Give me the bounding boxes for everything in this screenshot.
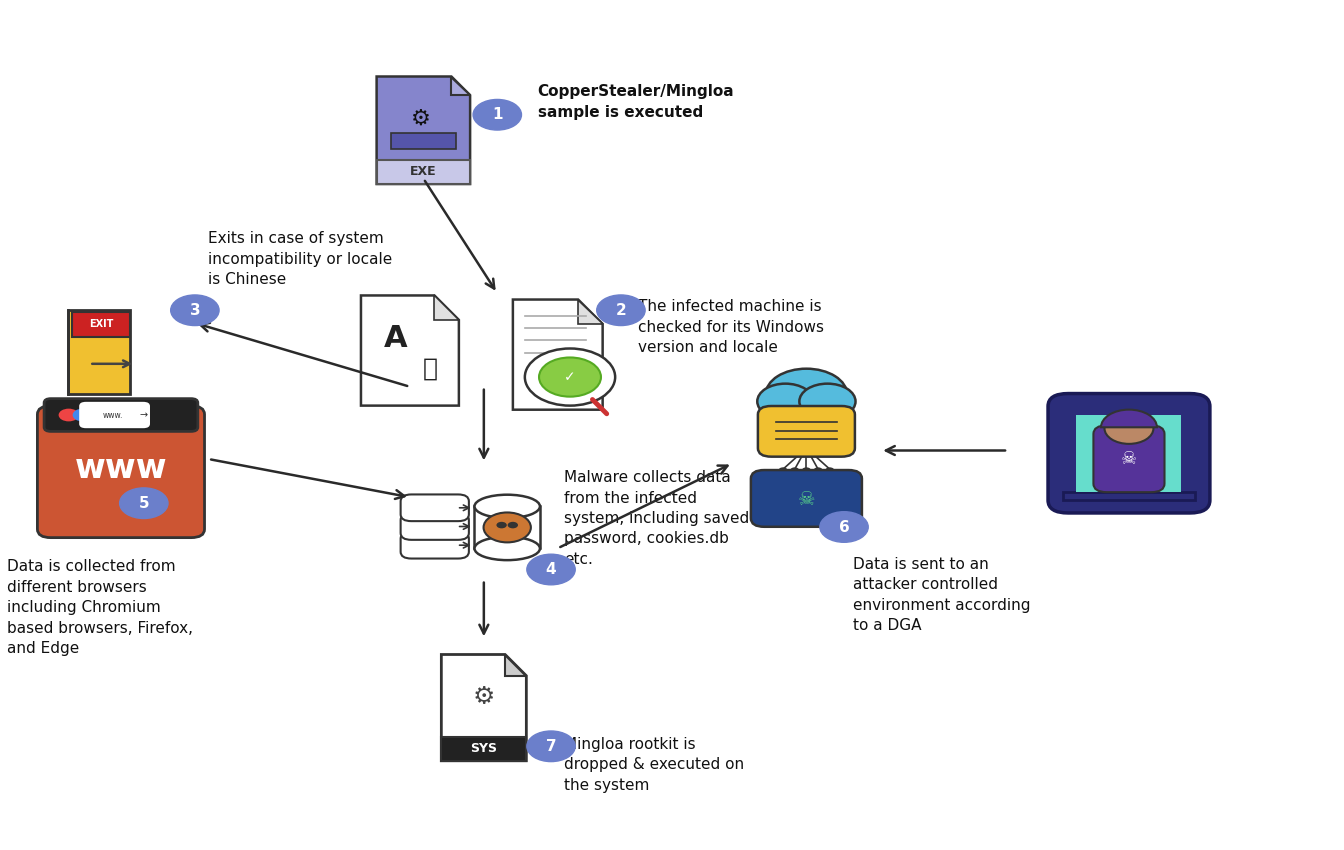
Text: Exits in case of system
incompatibility or locale
is Chinese: Exits in case of system incompatibility … xyxy=(208,231,392,287)
Wedge shape xyxy=(1101,410,1157,428)
Circle shape xyxy=(496,522,507,529)
Text: EXIT: EXIT xyxy=(89,320,113,330)
FancyBboxPatch shape xyxy=(1094,426,1164,492)
Text: 3: 3 xyxy=(190,303,200,318)
Circle shape xyxy=(825,468,835,473)
Polygon shape xyxy=(376,76,470,184)
Circle shape xyxy=(766,369,847,420)
FancyBboxPatch shape xyxy=(401,513,469,540)
Circle shape xyxy=(473,99,521,130)
Polygon shape xyxy=(505,654,527,676)
Polygon shape xyxy=(452,76,470,95)
FancyBboxPatch shape xyxy=(401,495,469,521)
Text: 文: 文 xyxy=(423,357,438,381)
FancyBboxPatch shape xyxy=(441,738,527,761)
Text: 7: 7 xyxy=(546,739,556,754)
Text: Malware collects data
from the infected
system, including saved
password, cookie: Malware collects data from the infected … xyxy=(564,470,750,567)
Circle shape xyxy=(597,295,645,326)
Text: Mingloa rootkit is
dropped & executed on
the system: Mingloa rootkit is dropped & executed on… xyxy=(564,737,745,793)
Circle shape xyxy=(171,295,219,326)
Circle shape xyxy=(527,731,575,762)
Polygon shape xyxy=(513,299,602,410)
Circle shape xyxy=(527,554,575,585)
Text: →: → xyxy=(140,410,148,420)
Text: SYS: SYS xyxy=(470,742,497,756)
Text: The infected machine is
checked for its Windows
version and locale: The infected machine is checked for its … xyxy=(638,299,824,355)
Text: CopperStealer/Mingloa
sample is executed: CopperStealer/Mingloa sample is executed xyxy=(538,84,734,120)
FancyBboxPatch shape xyxy=(751,470,862,527)
FancyBboxPatch shape xyxy=(1077,415,1181,492)
FancyBboxPatch shape xyxy=(44,399,198,432)
Polygon shape xyxy=(578,299,602,324)
FancyBboxPatch shape xyxy=(759,513,853,518)
FancyBboxPatch shape xyxy=(69,310,129,394)
Text: Data is collected from
different browsers
including Chromium
based browsers, Fir: Data is collected from different browser… xyxy=(7,559,192,656)
Circle shape xyxy=(59,409,79,422)
Circle shape xyxy=(757,383,813,419)
Text: ⚙: ⚙ xyxy=(473,685,495,709)
Circle shape xyxy=(508,522,517,529)
Circle shape xyxy=(820,512,868,542)
FancyBboxPatch shape xyxy=(474,504,540,548)
Circle shape xyxy=(86,409,106,422)
Circle shape xyxy=(526,348,616,405)
FancyBboxPatch shape xyxy=(1048,394,1210,513)
Text: 6: 6 xyxy=(839,519,849,535)
Text: ☠: ☠ xyxy=(1121,450,1137,468)
FancyBboxPatch shape xyxy=(758,406,855,456)
Circle shape xyxy=(73,409,93,422)
Circle shape xyxy=(790,468,800,473)
Circle shape xyxy=(778,468,788,473)
Ellipse shape xyxy=(474,537,540,560)
FancyBboxPatch shape xyxy=(79,402,151,428)
Circle shape xyxy=(539,358,601,397)
Text: ⚙: ⚙ xyxy=(411,109,431,128)
Circle shape xyxy=(802,468,810,473)
Text: ✓: ✓ xyxy=(564,370,575,384)
Text: Data is sent to an
attacker controlled
environment according
to a DGA: Data is sent to an attacker controlled e… xyxy=(853,557,1031,633)
Circle shape xyxy=(800,383,856,419)
FancyBboxPatch shape xyxy=(401,532,469,558)
Circle shape xyxy=(813,468,823,473)
FancyBboxPatch shape xyxy=(38,406,204,538)
Text: www.: www. xyxy=(103,411,124,420)
FancyBboxPatch shape xyxy=(767,390,845,416)
Text: www: www xyxy=(75,452,167,485)
Polygon shape xyxy=(441,654,527,761)
Text: ☠: ☠ xyxy=(797,490,816,509)
Text: 4: 4 xyxy=(546,562,556,577)
Polygon shape xyxy=(434,296,458,320)
FancyBboxPatch shape xyxy=(1063,492,1195,500)
FancyBboxPatch shape xyxy=(376,160,470,184)
FancyBboxPatch shape xyxy=(391,133,456,149)
FancyBboxPatch shape xyxy=(73,312,129,337)
Text: 2: 2 xyxy=(616,303,626,318)
Text: 1: 1 xyxy=(492,107,503,122)
Text: EXE: EXE xyxy=(410,166,437,178)
Circle shape xyxy=(120,488,168,518)
Polygon shape xyxy=(362,296,458,405)
Circle shape xyxy=(1105,413,1153,444)
Text: A: A xyxy=(384,324,407,353)
Circle shape xyxy=(484,513,531,542)
Ellipse shape xyxy=(474,495,540,518)
Text: 5: 5 xyxy=(138,496,149,511)
